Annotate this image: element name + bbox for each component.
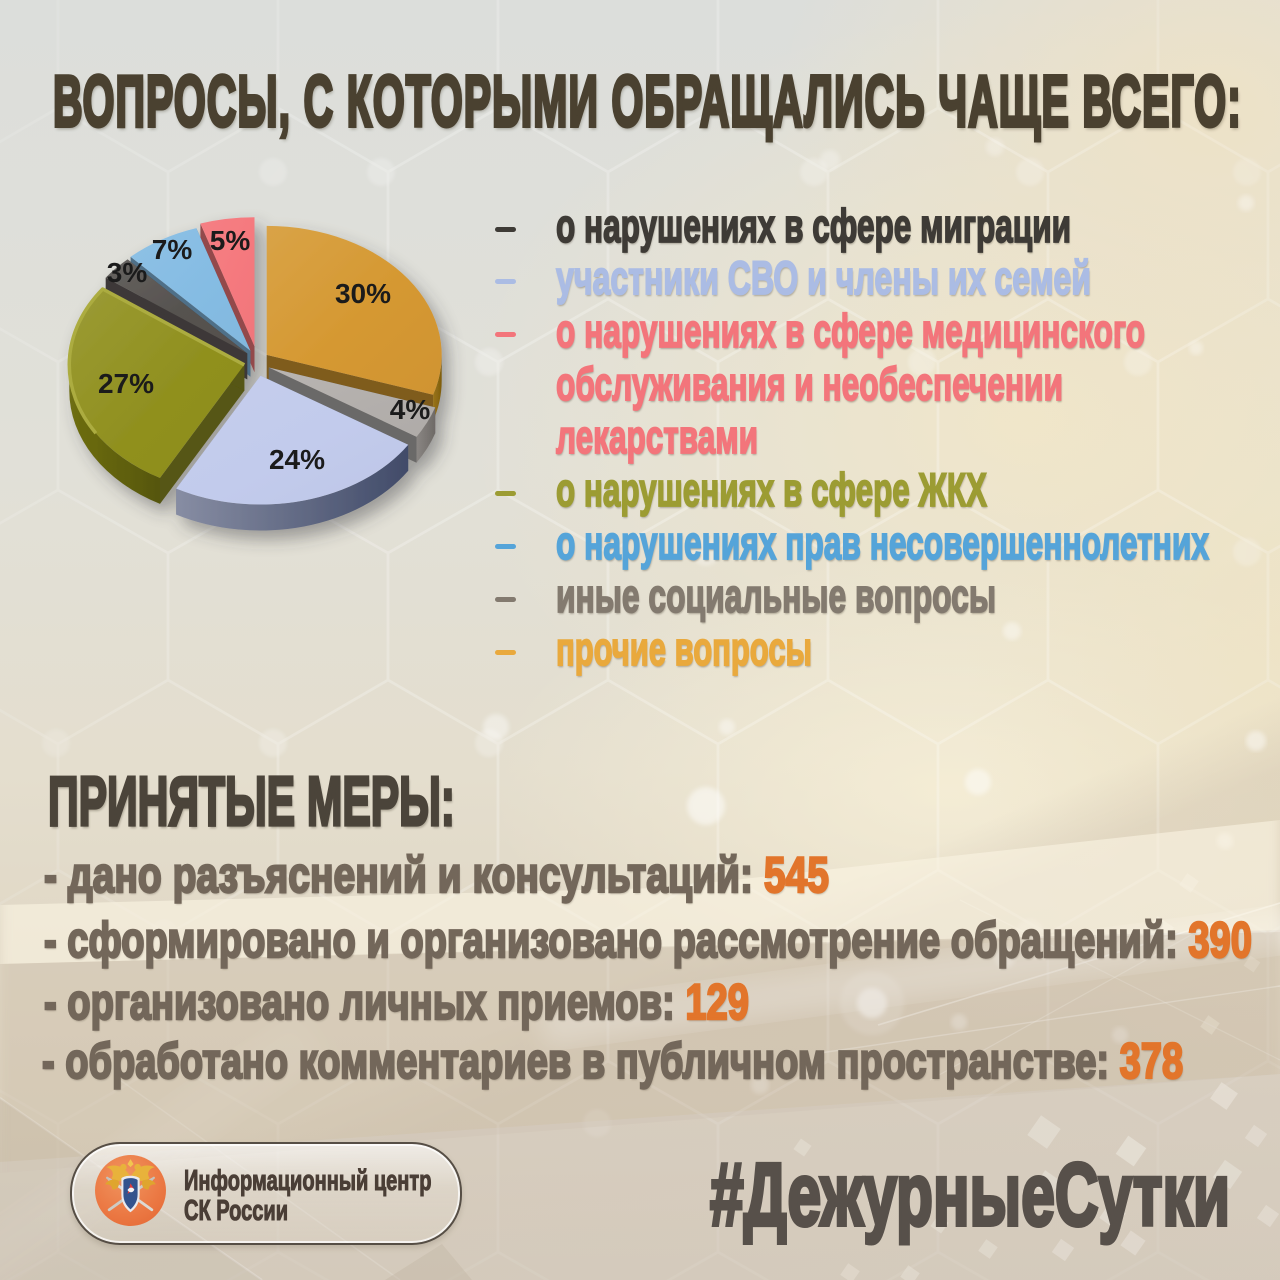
svg-text:30%: 30% <box>335 278 391 309</box>
svg-text:3%: 3% <box>107 257 148 288</box>
svg-text:4%: 4% <box>390 394 431 425</box>
svg-text:27%: 27% <box>98 368 154 399</box>
svg-text:7%: 7% <box>152 234 193 265</box>
svg-text:24%: 24% <box>269 444 325 475</box>
svg-text:5%: 5% <box>210 225 251 256</box>
